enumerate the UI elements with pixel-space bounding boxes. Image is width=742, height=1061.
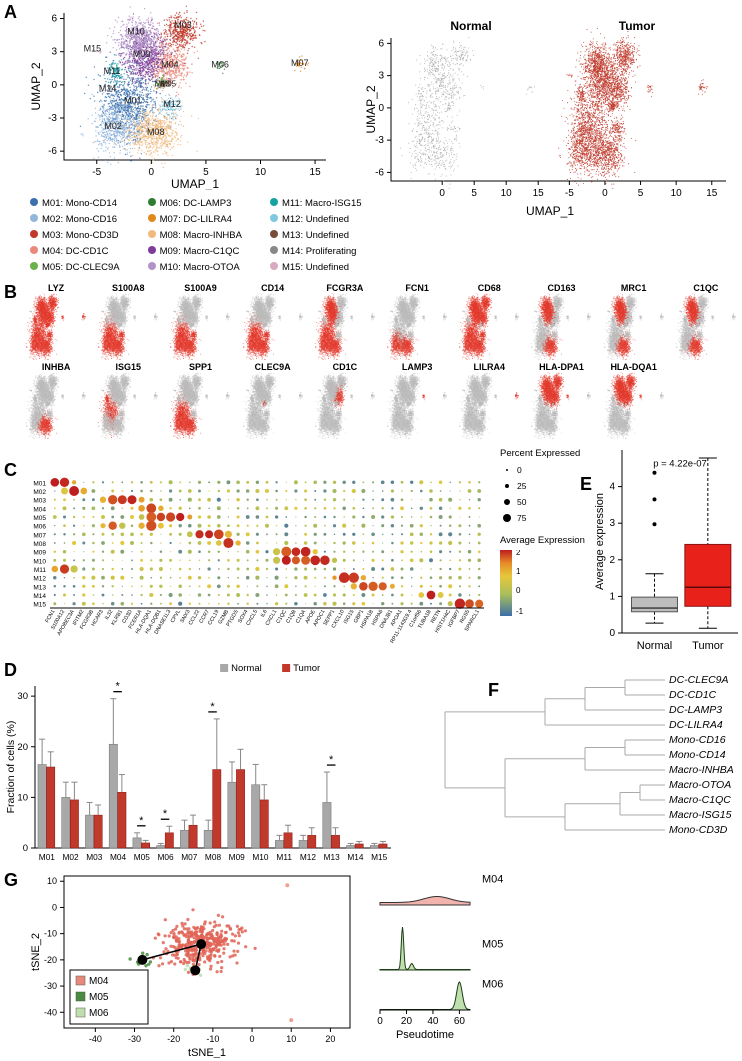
svg-text:3: 3	[51, 47, 57, 58]
svg-text:-6: -6	[48, 146, 57, 157]
svg-text:M10: M10	[127, 27, 145, 37]
svg-text:-3: -3	[48, 113, 57, 124]
svg-text:10: 10	[255, 167, 267, 178]
svg-text:6: 6	[51, 14, 57, 25]
svg-text:M08: M08	[147, 127, 165, 137]
svg-text:M14: M14	[99, 83, 117, 93]
svg-text:M11: M11	[104, 66, 121, 76]
svg-text:3: 3	[378, 71, 384, 82]
svg-text:15: 15	[310, 167, 322, 178]
svg-text:-3: -3	[375, 135, 384, 146]
svg-text:UMAP_2: UMAP_2	[30, 62, 43, 110]
svg-text:M03: M03	[174, 20, 192, 30]
svg-text:0: 0	[378, 103, 384, 114]
svg-text:UMAP_2: UMAP_2	[365, 85, 378, 133]
svg-text:M09: M09	[133, 49, 151, 59]
svg-text:M04: M04	[161, 60, 179, 70]
svg-text:Normal: Normal	[450, 19, 491, 33]
svg-text:0: 0	[51, 80, 57, 91]
svg-text:M15: M15	[84, 44, 102, 54]
svg-text:UMAP_1: UMAP_1	[171, 177, 219, 190]
svg-text:M05: M05	[160, 80, 176, 89]
svg-text:M06: M06	[211, 60, 229, 70]
svg-text:6: 6	[378, 38, 384, 49]
svg-text:M12: M12	[163, 99, 181, 109]
svg-text:M01: M01	[124, 96, 142, 106]
svg-text:0: 0	[149, 167, 155, 178]
svg-text:M02: M02	[104, 121, 122, 131]
svg-text:-6: -6	[375, 167, 384, 178]
svg-text:-5: -5	[92, 167, 101, 178]
svg-text:M07: M07	[291, 58, 309, 68]
